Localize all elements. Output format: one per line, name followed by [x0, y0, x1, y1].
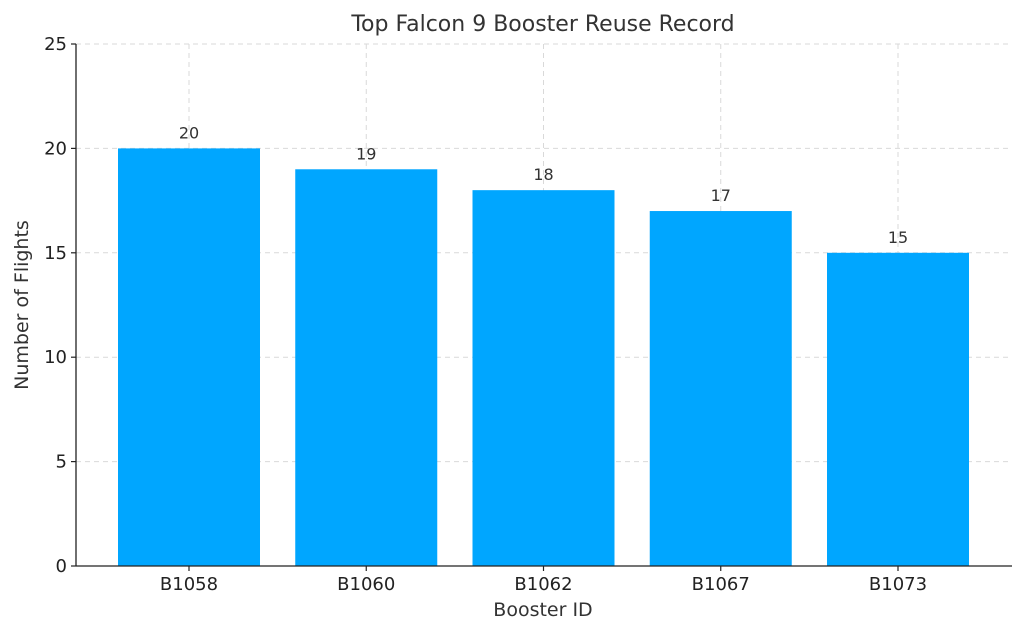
x-tick-label: B1062 — [514, 574, 572, 595]
x-tick-label: B1073 — [869, 574, 927, 595]
x-tick-label: B1058 — [160, 574, 218, 595]
data-label: 20 — [179, 123, 199, 142]
x-axis-label: Booster ID — [493, 599, 592, 621]
bar-b1067 — [649, 211, 792, 567]
data-label: 19 — [356, 144, 376, 163]
y-tick-label: 25 — [44, 34, 67, 55]
x-tick-label: B1067 — [692, 574, 750, 595]
y-tick-label: 0 — [56, 556, 67, 577]
data-label-layer: 20 19 18 17 15 — [179, 123, 908, 246]
bar-b1073 — [827, 252, 969, 567]
bar-b1062 — [472, 190, 615, 566]
data-label: 17 — [711, 186, 731, 205]
bar-b1060 — [295, 169, 438, 566]
y-tick-label: 5 — [56, 452, 67, 473]
x-tick-layer: B1058 B1060 B1062 B1067 B1073 — [160, 566, 927, 595]
data-label: 15 — [888, 228, 908, 247]
y-tick-label: 15 — [44, 243, 67, 264]
y-tick-label: 10 — [44, 347, 67, 368]
y-tick-label: 20 — [44, 138, 67, 159]
chart-title: Top Falcon 9 Booster Reuse Record — [350, 12, 734, 37]
x-tick-label: B1060 — [337, 574, 395, 595]
bar-b1058 — [118, 148, 260, 566]
data-label: 18 — [533, 165, 553, 184]
y-axis-label: Number of Flights — [11, 220, 33, 390]
y-tick-layer: 0 5 10 15 20 25 — [44, 34, 76, 577]
bar-layer — [118, 148, 969, 567]
